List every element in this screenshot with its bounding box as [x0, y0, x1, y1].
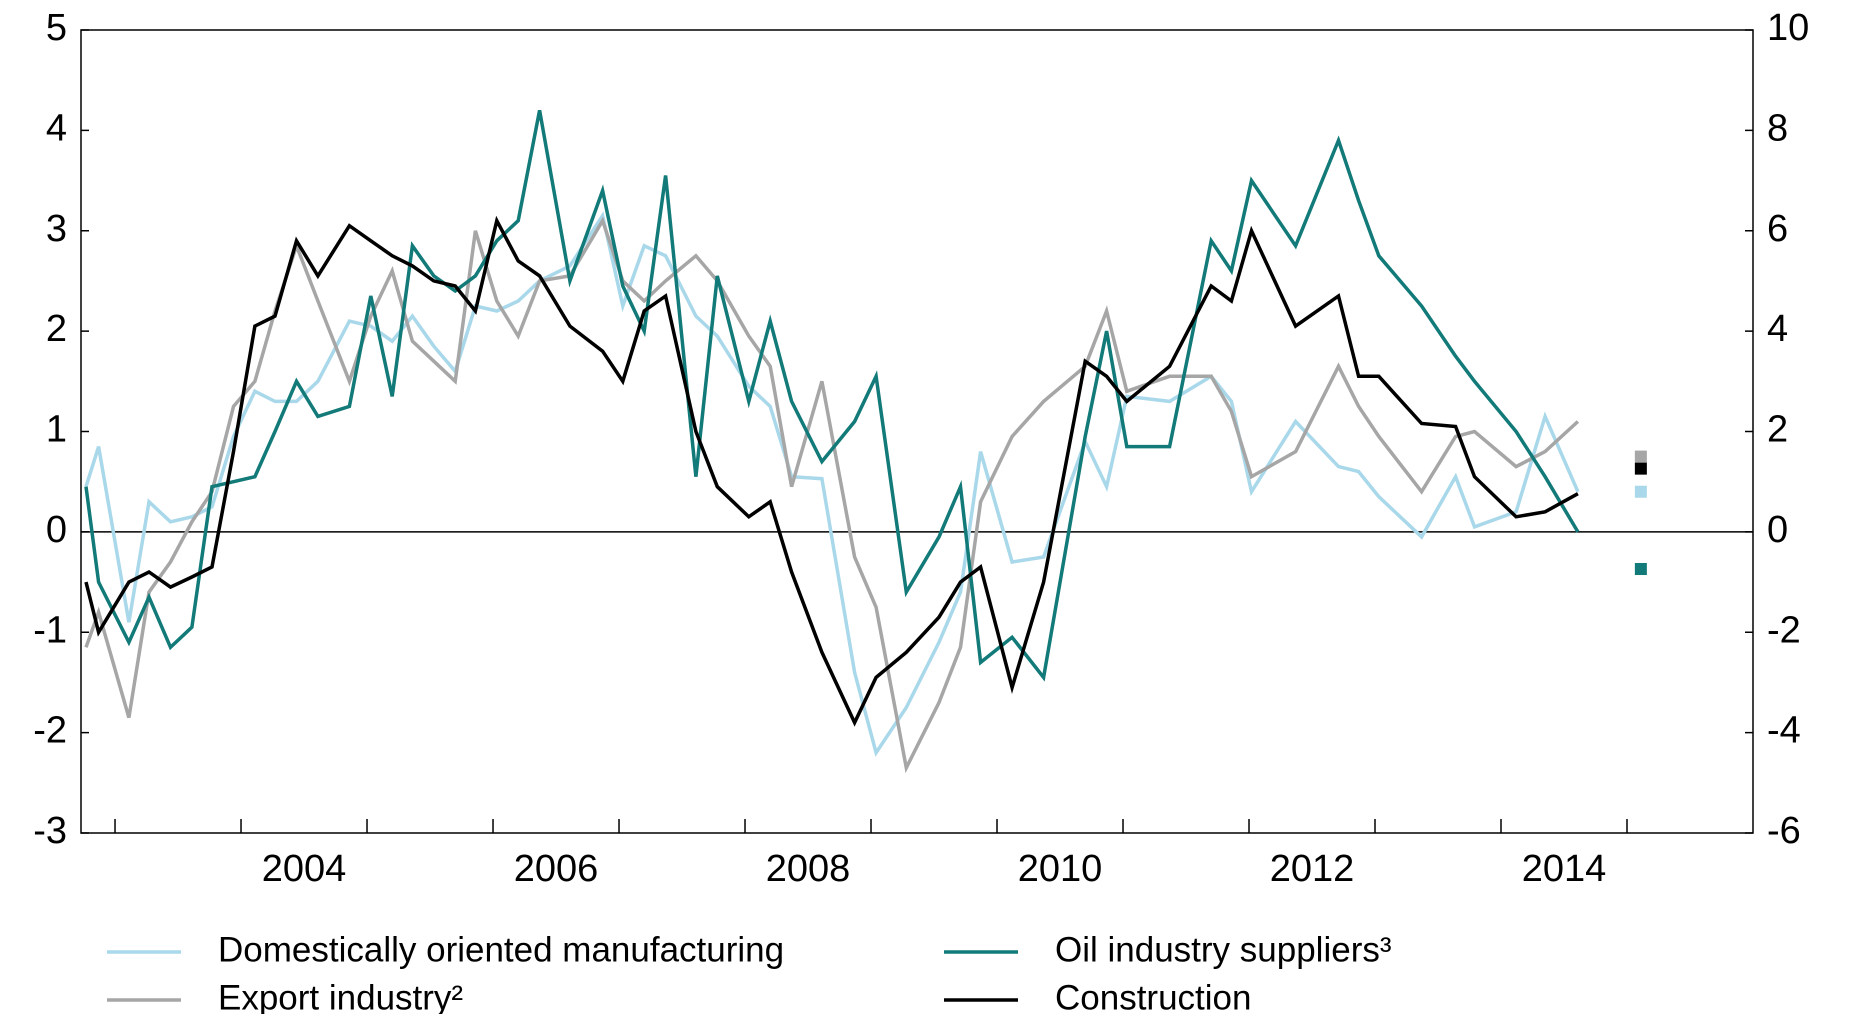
y-tick-label: 1	[46, 409, 67, 451]
x-tick-label: 2012	[1270, 848, 1355, 890]
y-tick-label: 2	[46, 308, 67, 350]
y2-tick-label: 6	[1767, 208, 1788, 250]
y2-tick-label: 10	[1767, 7, 1809, 49]
x-tick-label: 2014	[1522, 848, 1607, 890]
x-tick-label: 2008	[766, 848, 851, 890]
legend-label: Oil industry suppliers³	[1055, 930, 1392, 969]
series-line	[84, 211, 1580, 757]
expected-marker	[1634, 462, 1647, 475]
y2-tick-label: -4	[1767, 710, 1801, 752]
legend-label: Export industry²	[218, 978, 463, 1014]
x-tick-label: 2004	[262, 848, 347, 890]
y-tick-label: -3	[33, 810, 67, 852]
expected-marker	[1634, 563, 1647, 576]
y-tick-label: 0	[46, 509, 67, 551]
y2-tick-label: 0	[1767, 509, 1788, 551]
y2-tick-label: -6	[1767, 810, 1801, 852]
series-line	[84, 215, 1579, 727]
y2-tick-label: -2	[1767, 609, 1801, 651]
x-tick-label: 2010	[1018, 848, 1103, 890]
y-tick-label: 4	[46, 107, 67, 149]
series-line	[84, 216, 1580, 774]
x-tick-label: 2006	[514, 848, 599, 890]
legend-label: Domestically oriented manufacturing	[218, 930, 784, 969]
y2-tick-label: 8	[1767, 107, 1788, 149]
expected-marker	[1634, 485, 1647, 498]
y-tick-label: 3	[46, 208, 67, 250]
y2-tick-label: 4	[1767, 308, 1788, 350]
legend-label: Construction	[1055, 978, 1251, 1014]
series-line	[84, 109, 1580, 682]
y-tick-label: 5	[46, 7, 67, 49]
expected-marker	[1634, 450, 1647, 463]
y2-tick-label: 2	[1767, 409, 1788, 451]
y-tick-label: -2	[33, 710, 67, 752]
plot-frame	[80, 29, 1754, 834]
y-tick-label: -1	[33, 609, 67, 651]
